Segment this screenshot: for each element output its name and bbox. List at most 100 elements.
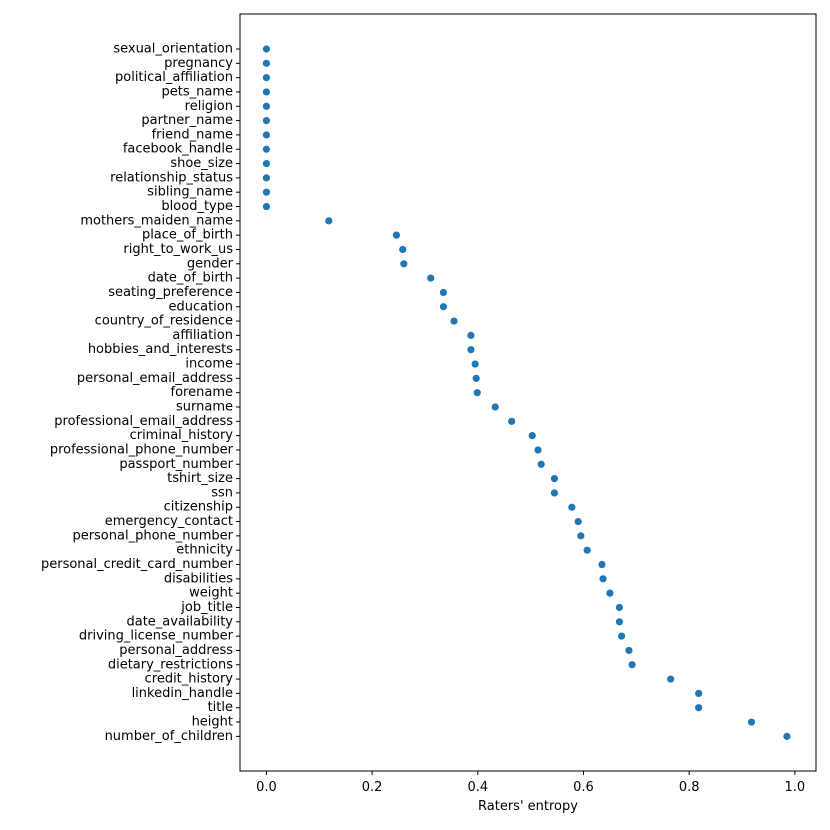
- y-tick-label: professional_email_address: [54, 414, 233, 429]
- x-tick-label: 0.0: [256, 780, 277, 795]
- y-tick-label: hobbies_and_interests: [88, 342, 233, 357]
- data-point: [262, 117, 271, 125]
- data-point: [262, 145, 271, 153]
- data-point: [262, 174, 271, 182]
- data-point: [695, 689, 703, 698]
- x-axis: 0.0 0.2 0.4 0.6 0.8 1.0: [256, 771, 805, 795]
- data-point: [262, 88, 271, 96]
- y-tick-label: height: [192, 715, 233, 730]
- y-tick-label: driving_license_number: [79, 629, 234, 644]
- y-tick-label: personal_credit_card_number: [41, 557, 234, 572]
- y-tick-label: professional_phone_number: [50, 442, 234, 457]
- y-tick-label: affiliation: [172, 328, 233, 343]
- y-tick-label: income: [185, 357, 233, 372]
- y-tick-label: shoe_size: [170, 156, 233, 171]
- y-tick-label: personal_phone_number: [72, 528, 233, 543]
- data-point: [262, 131, 271, 139]
- data-point: [574, 517, 582, 526]
- data-point: [262, 202, 271, 211]
- data-point: [606, 589, 614, 597]
- y-tick-label: relationship_status: [110, 170, 233, 185]
- y-tick-label: pregnancy: [164, 56, 233, 71]
- y-tick-label: seating_preference: [108, 285, 233, 300]
- data-point: [528, 432, 536, 440]
- y-tick-label: weight: [189, 586, 233, 601]
- y-tick-label: friend_name: [152, 127, 233, 142]
- y-tick-label: ethnicity: [176, 543, 233, 558]
- data-point: [262, 102, 271, 110]
- data-point: [667, 675, 675, 683]
- y-tick-label: place_of_birth: [142, 228, 233, 243]
- data-point: [473, 389, 481, 397]
- plot-frame: [239, 13, 817, 772]
- y-tick-label: sexual_orientation: [113, 42, 233, 57]
- data-point: [747, 718, 756, 726]
- x-axis-label: Raters' entropy: [478, 799, 578, 814]
- y-tick-label: tshirt_size: [167, 471, 233, 486]
- y-tick-label: personal_address: [119, 643, 233, 658]
- y-tick-label: facebook_handle: [123, 142, 233, 157]
- y-tick-label: date_of_birth: [148, 271, 233, 286]
- data-point: [467, 346, 475, 354]
- y-tick-label: number_of_children: [105, 729, 233, 744]
- data-point: [400, 260, 408, 268]
- data-point: [534, 446, 542, 454]
- data-point: [325, 217, 333, 225]
- y-tick-label: dietary_restrictions: [108, 657, 233, 672]
- data-point: [472, 374, 480, 382]
- data-point: [550, 489, 559, 497]
- y-tick-label: passport_number: [119, 457, 233, 472]
- data-point: [439, 303, 448, 311]
- y-tick-label: mothers_maiden_name: [80, 213, 233, 228]
- data-point: [568, 503, 576, 511]
- y-tick-label: sibling_name: [147, 185, 233, 200]
- data-point: [439, 288, 448, 297]
- data-point: [491, 403, 499, 411]
- y-tick-label: emergency_contact: [105, 514, 233, 529]
- y-tick-label: credit_history: [145, 672, 234, 687]
- data-point: [262, 45, 271, 53]
- y-tick-label: religion: [185, 99, 233, 114]
- y-tick-label: blood_type: [161, 199, 233, 214]
- data-point: [695, 704, 703, 712]
- data-points: [262, 45, 791, 740]
- data-point: [262, 159, 271, 168]
- data-point: [617, 632, 626, 640]
- y-tick-label: citizenship: [164, 500, 233, 515]
- data-point: [625, 646, 633, 655]
- y-tick-label: education: [168, 299, 233, 314]
- x-tick-label: 0.4: [467, 780, 488, 795]
- y-tick-label: ssn: [211, 485, 233, 500]
- data-point: [598, 560, 606, 569]
- data-point: [550, 475, 559, 483]
- data-point: [471, 360, 479, 368]
- data-point: [577, 532, 585, 540]
- data-point: [615, 603, 624, 612]
- x-tick-label: 0.8: [679, 780, 700, 795]
- y-tick-label: personal_email_address: [77, 371, 233, 386]
- y-tick-label: linkedin_handle: [132, 686, 233, 701]
- y-tick-label: political_affiliation: [115, 70, 233, 85]
- x-tick-label: 0.2: [362, 780, 383, 795]
- data-point: [583, 546, 591, 554]
- data-point: [399, 245, 407, 254]
- data-point: [450, 317, 458, 325]
- y-tick-label: criminal_history: [130, 428, 234, 443]
- y-tick-label: pets_name: [162, 84, 234, 99]
- data-point: [508, 417, 516, 425]
- y-tick-label: disabilities: [164, 571, 233, 586]
- data-point: [262, 59, 271, 67]
- data-point: [537, 460, 545, 468]
- y-tick-label: job_title: [180, 600, 233, 615]
- x-tick-label: 0.6: [573, 780, 594, 795]
- data-point: [783, 732, 791, 740]
- y-tick-label: gender: [187, 256, 234, 271]
- data-point: [262, 188, 271, 196]
- data-point: [467, 331, 475, 339]
- data-point: [615, 618, 624, 626]
- y-tick-label: country_of_residence: [95, 314, 233, 329]
- data-point: [599, 575, 607, 583]
- x-tick-label: 1.0: [785, 780, 806, 795]
- data-point: [628, 661, 636, 669]
